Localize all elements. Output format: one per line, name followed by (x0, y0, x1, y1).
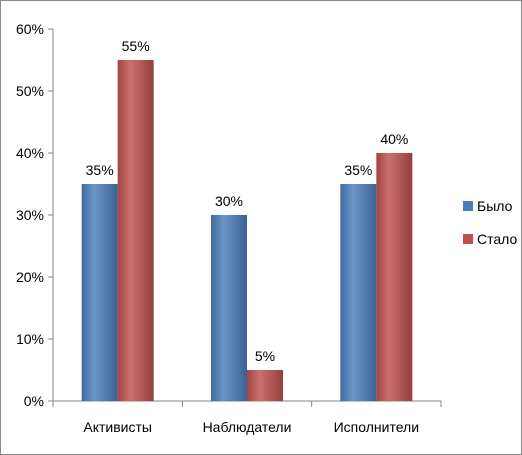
data-label: 35% (344, 162, 372, 178)
y-tick-label: 10% (16, 331, 44, 347)
y-tick-label: 50% (16, 83, 44, 99)
data-label: 5% (255, 348, 275, 364)
y-tick-label: 40% (16, 145, 44, 161)
y-tick-label: 30% (16, 207, 44, 223)
legend: Было Стало (463, 198, 517, 247)
x-category-label: Активисты (83, 419, 152, 435)
bars (81, 60, 413, 401)
legend-label: Было (477, 198, 513, 214)
bar-stalo (117, 60, 154, 401)
bar-bylo (211, 215, 247, 401)
data-label: 35% (86, 162, 114, 178)
data-label: 55% (122, 38, 150, 54)
legend-swatch (463, 201, 473, 211)
bar-bylo (81, 184, 118, 401)
legend-label: Стало (477, 231, 517, 247)
y-tick-label: 20% (16, 269, 44, 285)
data-label: 40% (380, 131, 408, 147)
bar-stalo (376, 153, 413, 401)
x-category-label: Наблюдатели (203, 419, 292, 435)
data-label: 30% (215, 193, 243, 209)
data-labels: 35% 55% 30% 5% 35% 40% (86, 38, 409, 364)
bar-bylo (340, 184, 377, 401)
bar-stalo (247, 370, 283, 401)
x-category-label: Исполнители (334, 419, 419, 435)
y-tick-label: 0% (24, 393, 44, 409)
y-tick-label: 60% (16, 21, 44, 37)
axes: 0% 10% 20% 30% 40% 50% 60% Активисты Наблюдатели… (16, 21, 442, 435)
legend-swatch (463, 234, 473, 244)
